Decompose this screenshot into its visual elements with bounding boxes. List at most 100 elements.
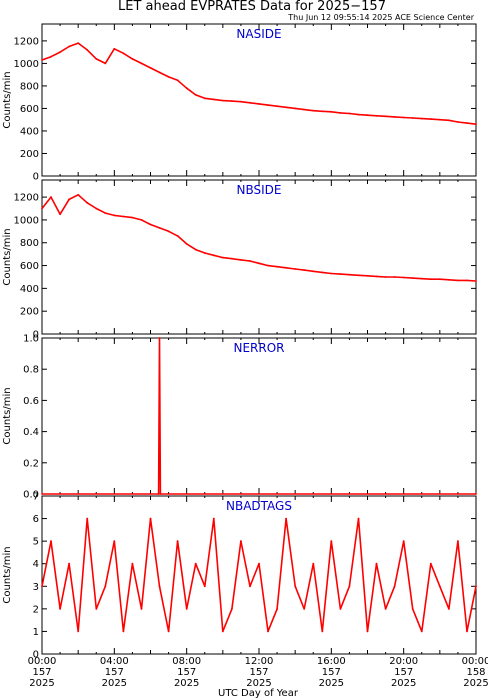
- panel-frame: [41, 23, 477, 177]
- y-tick-label: 0: [33, 650, 39, 661]
- data-point: [466, 630, 468, 633]
- x-tick-day: 158: [466, 667, 485, 678]
- data-point: [86, 517, 89, 520]
- data-point: [59, 608, 61, 610]
- data-point: [59, 51, 61, 53]
- data-point: [113, 47, 116, 50]
- data-point: [194, 94, 197, 96]
- x-tick-time: 00:00: [28, 656, 57, 667]
- data-point: [131, 58, 134, 60]
- data-point: [221, 99, 224, 102]
- data-point: [294, 585, 297, 588]
- data-point: [294, 268, 297, 270]
- x-tick-year: 2025: [463, 678, 488, 689]
- data-point: [357, 274, 360, 277]
- data-point: [212, 517, 215, 520]
- data-point: [95, 58, 98, 60]
- data-point: [167, 230, 170, 233]
- data-point: [312, 270, 315, 273]
- data-point: [212, 98, 215, 101]
- data-point: [122, 215, 125, 218]
- data-point: [448, 119, 450, 122]
- x-axis-label: UTC Day of Year: [218, 688, 299, 699]
- data-point: [185, 608, 188, 610]
- data-point: [185, 243, 188, 245]
- data-point: [176, 235, 179, 237]
- y-tick-label: 0.8: [23, 365, 39, 376]
- data-point: [348, 112, 351, 115]
- y-tick-label: 0.4: [23, 427, 39, 438]
- data-point: [402, 540, 405, 542]
- data-point: [303, 269, 306, 271]
- data-point: [321, 630, 324, 633]
- y-tick-label: 2: [33, 604, 39, 615]
- data-point: [411, 117, 414, 119]
- panel-nbadtags: 0 1 2 3 4 5 6 7 Counts/min NBADTAGS: [2, 492, 477, 661]
- data-point: [366, 630, 369, 633]
- x-tick-year: 2025: [174, 678, 199, 689]
- data-point: [122, 52, 125, 55]
- y-tick-label: 6: [33, 514, 39, 525]
- data-point: [312, 109, 315, 112]
- data-point: [258, 262, 260, 265]
- data-point: [41, 59, 43, 61]
- data-point: [357, 113, 360, 116]
- y-tick-label: 200: [20, 149, 39, 160]
- panel-nbside: 0 200 400 600 800 1000 1200 Counts/min NBSIDE: [2, 179, 477, 341]
- x-tick-time: 16:00: [317, 656, 346, 667]
- y-tick-label: 800: [20, 81, 39, 92]
- data-point: [448, 278, 450, 281]
- data-point: [231, 257, 233, 260]
- data-point: [50, 540, 52, 542]
- y-tick-label: 0.0: [23, 490, 39, 501]
- data-point: [330, 540, 333, 542]
- data-point: [294, 107, 297, 110]
- series-line: [41, 42, 477, 125]
- data-point: [68, 198, 70, 201]
- y-tick-label: 5: [33, 537, 39, 548]
- data-point: [285, 517, 287, 520]
- data-point: [330, 272, 333, 275]
- data-point: [158, 585, 161, 588]
- data-point: [276, 265, 278, 268]
- data-point: [50, 55, 52, 58]
- data-point: [267, 104, 269, 106]
- data-point: [113, 540, 116, 542]
- data-point: [276, 608, 278, 610]
- data-point: [68, 562, 70, 565]
- data-point: [375, 562, 378, 565]
- data-point: [131, 562, 134, 565]
- x-tick-time: 12:00: [245, 656, 274, 667]
- data-point: [466, 122, 468, 124]
- x-tick-year: 2025: [391, 678, 416, 689]
- data-point: [475, 585, 477, 588]
- data-point: [303, 608, 306, 610]
- y-axis-label: Counts/min: [2, 546, 13, 603]
- data-point: [258, 562, 260, 565]
- data-point: [411, 277, 414, 279]
- y-tick-label: 1.0: [23, 334, 39, 345]
- data-point: [194, 562, 197, 565]
- x-tick-time: 00:00: [462, 656, 488, 667]
- data-point: [159, 493, 162, 495]
- data-point: [194, 248, 197, 251]
- y-axis-label: Counts/min: [2, 387, 13, 444]
- data-point: [448, 608, 450, 610]
- data-point: [267, 630, 269, 633]
- data-point: [457, 121, 459, 123]
- y-tick-label: 400: [20, 126, 39, 137]
- data-point: [258, 103, 260, 105]
- y-axis-label: Counts/min: [2, 228, 13, 285]
- data-point: [158, 227, 161, 229]
- data-point: [339, 608, 342, 610]
- series-line: [41, 194, 477, 282]
- data-point: [466, 279, 468, 282]
- y-tick-label: 600: [20, 261, 39, 272]
- y-tick-label: 0: [33, 330, 39, 341]
- x-tick-day: 157: [322, 667, 341, 678]
